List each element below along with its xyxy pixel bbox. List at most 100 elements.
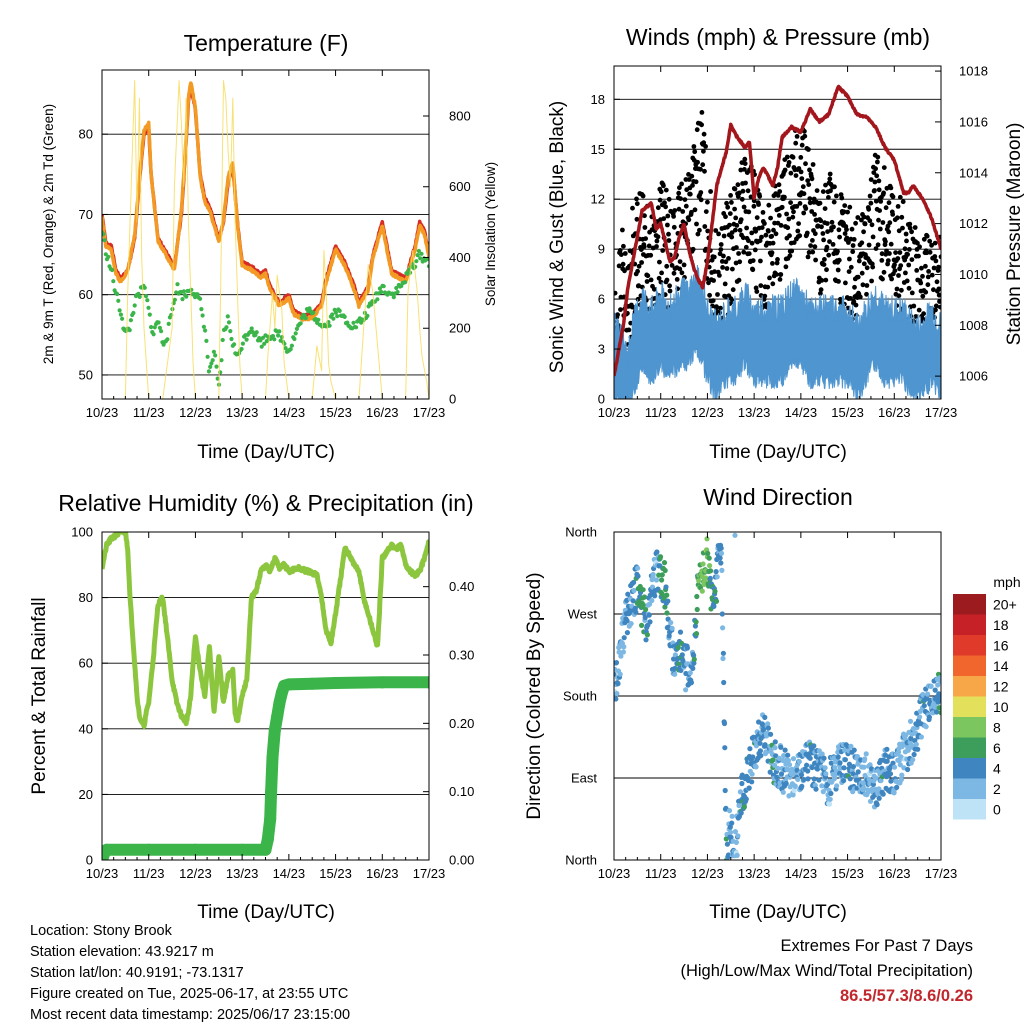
gust-point [877, 208, 882, 214]
direction-point [781, 753, 787, 759]
gust-point [836, 279, 841, 284]
gust-point [701, 140, 707, 146]
gust-point [743, 244, 749, 250]
gust-point [777, 277, 783, 282]
dewpoint-point [116, 298, 121, 303]
direction-point [738, 810, 744, 816]
direction-point [713, 598, 720, 604]
gust-point [615, 312, 620, 318]
y-tick-label: 60 [79, 656, 93, 671]
gust-point [847, 204, 853, 210]
y-tick-label: 60 [79, 287, 93, 302]
gust-point [880, 276, 885, 282]
x-tick-label: 16/23 [366, 405, 399, 420]
direction-point [659, 572, 665, 578]
direction-point [765, 721, 771, 727]
gust-point [639, 260, 644, 265]
gust-point [800, 184, 806, 190]
gust-point [687, 191, 693, 197]
gust-point [860, 282, 866, 288]
gust-point [932, 240, 938, 246]
direction-point [847, 776, 853, 782]
direction-point [704, 536, 710, 542]
gust-point [738, 167, 744, 173]
legend-label: 16 [993, 637, 1009, 653]
gust-point [821, 237, 826, 243]
x-tick-label: 17/23 [925, 405, 958, 420]
legend-swatch [953, 635, 986, 656]
x-tick-label: 13/23 [738, 405, 771, 420]
gust-point [665, 213, 671, 219]
direction-point [934, 709, 940, 715]
gust-point [818, 291, 823, 296]
x-tick-label: 12/23 [179, 866, 212, 881]
gust-point [726, 256, 731, 261]
gust-point [929, 242, 934, 248]
dewpoint-point [293, 331, 298, 336]
direction-point [690, 665, 696, 672]
dewpoint-point [298, 321, 303, 326]
direction-point [659, 591, 665, 597]
x-tick-label: 13/23 [226, 866, 259, 881]
gust-point [718, 242, 724, 247]
gust-point [712, 269, 717, 274]
gust-point [845, 209, 850, 215]
gust-point [639, 284, 645, 290]
direction-point [831, 775, 838, 782]
gust-point [862, 221, 868, 227]
direction-point [725, 852, 732, 858]
gust-point [634, 196, 639, 202]
direction-point [718, 560, 724, 566]
temp2m-line [102, 81, 429, 322]
gust-point [875, 154, 881, 160]
dewpoint-point [262, 341, 267, 346]
direction-point [643, 637, 649, 643]
y-tick-label: 0 [86, 853, 93, 868]
gust-point [927, 238, 933, 244]
direction-point [848, 743, 854, 749]
gust-point [937, 299, 941, 304]
direction-point [741, 804, 748, 810]
gust-point [655, 205, 661, 211]
gust-point [896, 228, 902, 234]
y2-tick-label: 600 [449, 179, 471, 194]
extremes-title: Extremes For Past 7 Days [780, 937, 973, 955]
gust-point [657, 197, 663, 203]
x-tick-label: 14/23 [273, 866, 306, 881]
gust-point [793, 173, 799, 179]
dewpoint-point [127, 328, 132, 333]
direction-point [834, 783, 840, 789]
gust-point [812, 212, 817, 217]
direction-point [696, 578, 702, 584]
dewpoint-point [205, 354, 210, 359]
direction-point [774, 774, 780, 780]
direction-point [631, 587, 637, 594]
gust-point [903, 270, 908, 276]
gust-point [842, 203, 848, 209]
direction-point [640, 602, 647, 608]
direction-point [782, 747, 788, 753]
direction-point [750, 754, 756, 760]
dewpoint-point [228, 329, 233, 334]
y-tick-label: 18 [591, 92, 605, 107]
direction-point [826, 801, 833, 807]
y2-tick-label: 0.30 [449, 648, 474, 663]
gust-point [887, 220, 893, 226]
gust-point [920, 293, 926, 299]
gust-point [844, 227, 849, 233]
gust-point [640, 193, 646, 199]
gust-point [683, 203, 689, 209]
gust-point [769, 250, 775, 256]
gust-point [890, 194, 896, 200]
gust-point [918, 280, 924, 286]
gust-point [677, 185, 682, 191]
gust-point [933, 307, 938, 313]
gust-point [740, 188, 746, 194]
direction-point [785, 757, 792, 764]
dewpoint-point [395, 289, 400, 295]
y-tick-label: 12 [591, 192, 605, 207]
direction-point [669, 625, 675, 631]
gust-point [929, 272, 935, 278]
gust-point [913, 314, 919, 319]
direction-point [778, 771, 785, 777]
